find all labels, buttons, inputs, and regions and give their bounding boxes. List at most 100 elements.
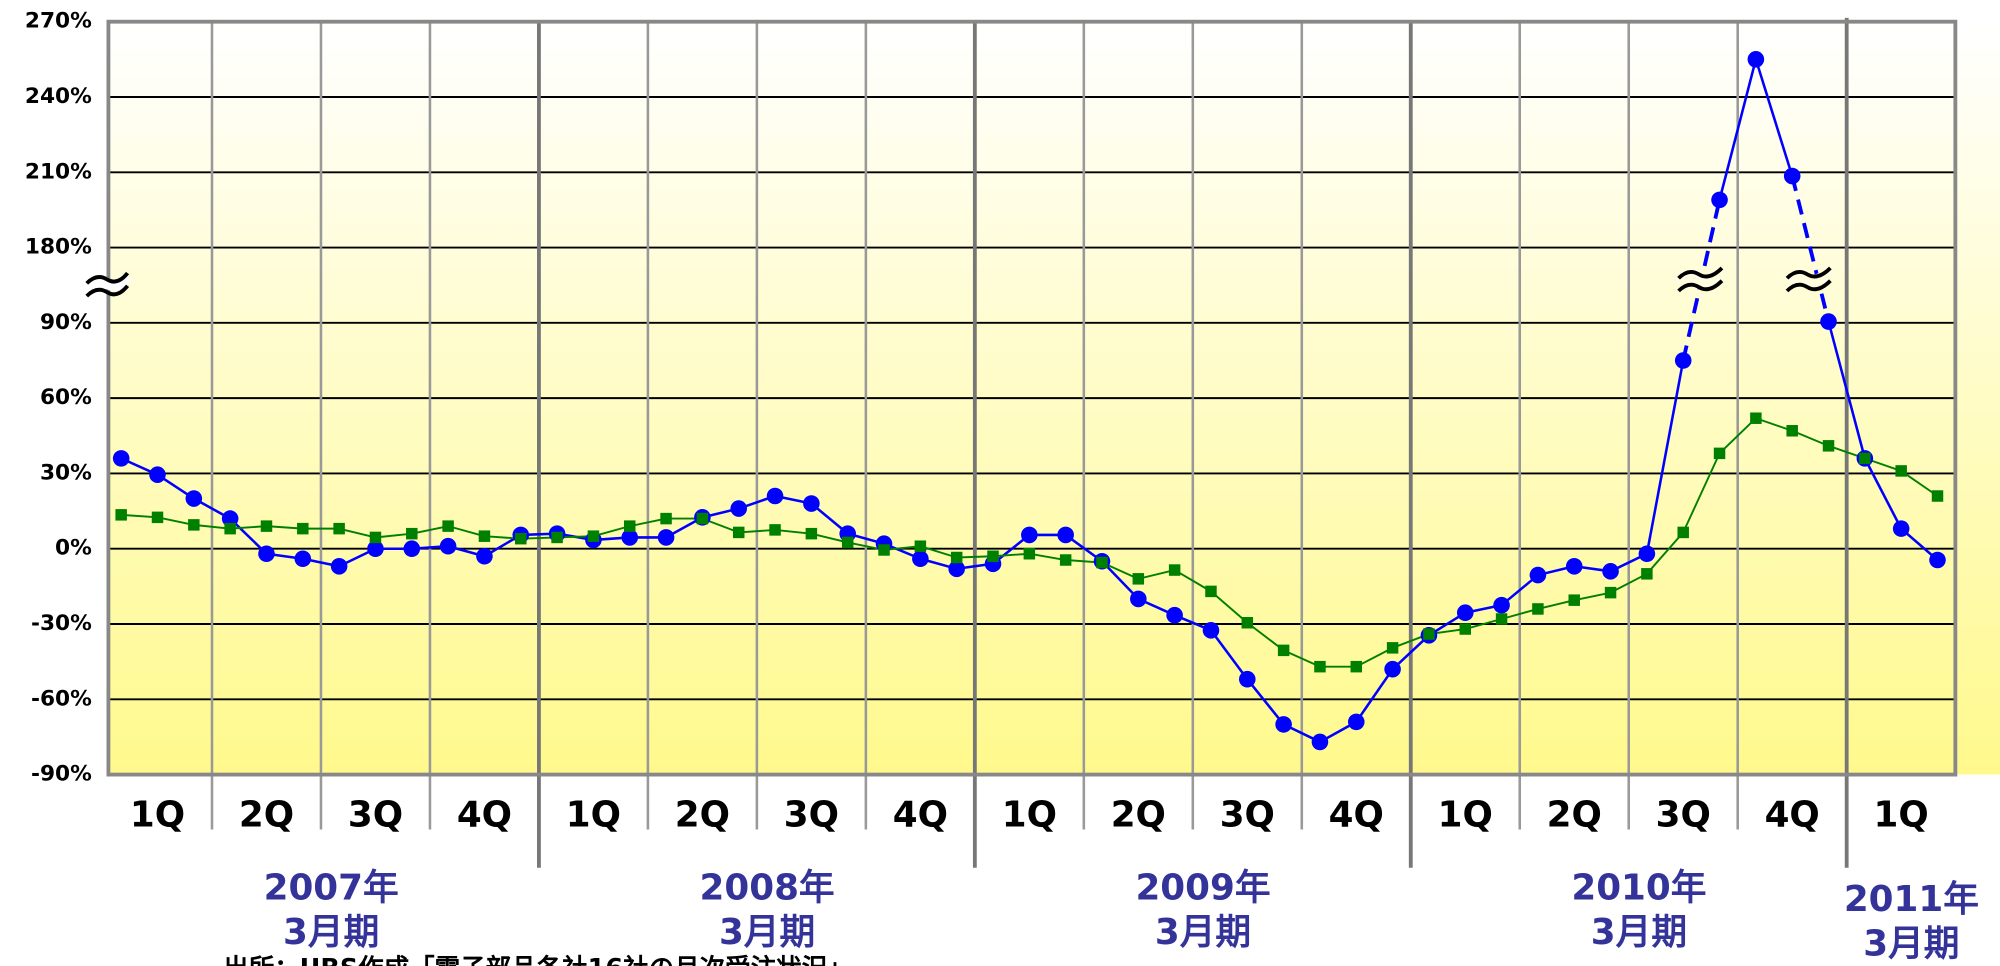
quarter-label: 1Q [130,795,185,836]
point [403,540,421,558]
line-segment [1682,452,1721,533]
point [730,500,748,517]
line-segment [411,525,449,535]
point [1529,566,1547,584]
fiscal-year-label: 3月期 [283,912,379,953]
point [912,550,929,568]
point [1822,440,1835,452]
point [1638,545,1656,563]
point [1168,564,1181,576]
point [1311,733,1329,751]
point [1713,447,1726,460]
point [478,530,491,542]
point [878,544,890,556]
quarter-label: 2Q [1111,795,1166,836]
point [841,536,854,549]
point [1493,596,1510,614]
line-segment [1574,591,1611,602]
quarter-label: 3Q [1220,795,1275,836]
axis-break-left [82,271,132,298]
point [258,545,275,563]
line-segment [1718,59,1758,201]
point [1057,526,1074,544]
point [221,510,239,527]
point [660,512,672,525]
line-segment [1791,429,1829,447]
plot-border [106,19,1958,777]
line-segment [738,528,776,534]
line-segment [1755,417,1793,432]
point [1895,465,1907,477]
point [624,520,636,532]
point [1568,594,1580,606]
point [260,520,273,532]
line-segment [1029,552,1066,561]
point [333,522,345,535]
point [1275,716,1292,733]
markers [112,51,1946,751]
line-segment [1501,608,1539,620]
point [185,490,203,507]
point [115,509,127,521]
point [551,531,563,544]
point [1747,51,1765,68]
point [1931,490,1944,502]
point [224,522,236,535]
point [696,512,709,525]
line-segment [1246,621,1285,652]
line-segment [1355,668,1394,723]
fiscal-year-label: 2009年 [1135,867,1270,908]
point [1241,617,1254,629]
line-segment [1900,470,1939,497]
quarter-label: 4Q [1765,795,1820,836]
point [950,551,963,564]
point [803,495,820,512]
quarter-label: 2Q [675,795,730,836]
line-segment [774,528,812,535]
point [1711,191,1728,209]
point [297,522,309,535]
line-segment [1863,457,1903,530]
y-tick-label: 90% [40,310,92,335]
quarter-label: 1Q [1002,795,1057,836]
point [1859,452,1871,465]
point [1456,604,1474,622]
line-segment [375,532,412,539]
point [769,524,781,536]
point [657,529,675,546]
quarter-label: 1Q [566,795,621,836]
point [587,530,600,542]
point [1384,660,1401,678]
line-segment [1465,618,1502,630]
quarter-label: 2Q [1547,795,1602,836]
line-segment [1790,175,1831,323]
line-segment [338,527,376,539]
line-segment [447,525,485,538]
line-segment [920,545,957,559]
point [112,450,130,467]
y-tick-label: 60% [40,385,92,410]
y-tick-label: -60% [31,686,92,711]
fiscal-year-label: 2011年 [1844,879,1979,920]
point [621,529,639,546]
fiscal-year-label: 3月期 [1863,924,1959,965]
point [515,532,527,545]
line-segment [1138,569,1175,580]
line-segment [157,516,195,526]
point [1532,603,1544,615]
line-segment [1754,58,1794,177]
point [1602,563,1619,580]
fiscal-year-label: 2008年 [700,867,835,908]
y-tick-label: -90% [31,762,92,787]
point [1423,628,1435,640]
point [1783,167,1801,185]
point [1820,313,1837,330]
line-segment [956,555,994,559]
point [1786,425,1798,437]
line-segment [992,552,1030,558]
point [369,531,382,544]
line-segment [229,517,268,555]
quarter-label: 2Q [239,795,294,836]
point [948,560,965,578]
